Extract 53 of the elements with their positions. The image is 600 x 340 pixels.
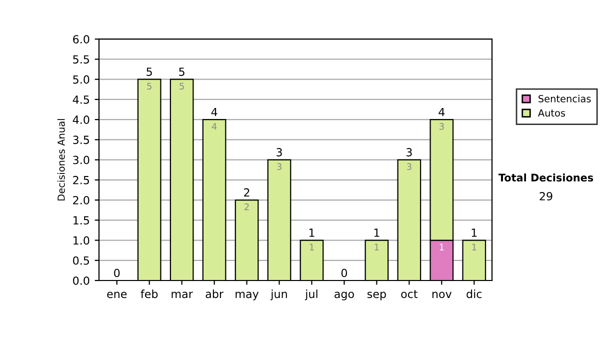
- total-label: 1: [309, 228, 314, 237]
- legend-label: Sentencias: [538, 94, 591, 102]
- total-label: 2: [244, 188, 250, 197]
- total-label: 3: [406, 148, 412, 156]
- data-label: 5: [147, 82, 152, 90]
- y-tick-label: 4.0: [72, 116, 90, 124]
- y-tick-label: 3.5: [73, 136, 89, 144]
- total-label: 4: [211, 108, 218, 116]
- data-label: 2: [244, 203, 249, 210]
- total-label: 1: [374, 228, 380, 237]
- total-label: 0: [114, 268, 120, 278]
- y-tick-label: 2.5: [73, 176, 89, 184]
- y-tick-label: 3.0: [73, 156, 90, 164]
- data-label: 1: [472, 244, 476, 250]
- y-tick-label: 4.5: [72, 96, 89, 104]
- text: Total Decisiones: [498, 173, 594, 182]
- data-label: 3: [439, 122, 444, 130]
- total-label: 5: [146, 68, 152, 76]
- y-tick-label: 2.0: [73, 196, 90, 204]
- x-tick-label: nov: [432, 292, 452, 298]
- y-tick-label: 0.0: [73, 276, 90, 285]
- x-tick-label: ago: [334, 292, 354, 300]
- x-tick-label: ene: [107, 292, 127, 298]
- x-tick-label: dic: [466, 290, 482, 298]
- x-tick-label: mar: [172, 292, 193, 298]
- total-label: 3: [276, 148, 282, 156]
- total-label: 1: [472, 228, 477, 237]
- y-tick-label: 5.0: [73, 75, 90, 84]
- data-label: 3: [406, 163, 412, 170]
- data-label: 3: [277, 163, 282, 170]
- total-label: 5: [179, 68, 184, 76]
- total-label: 4: [438, 108, 445, 116]
- x-tick-label: abr: [206, 290, 224, 298]
- data-label: 1: [374, 244, 379, 250]
- data-label: 1: [310, 244, 314, 250]
- y-tick-label: 1.0: [74, 236, 90, 245]
- x-tick-label: jun: [270, 290, 287, 300]
- legend-label: Autos: [538, 109, 566, 117]
- total-label: 0: [341, 268, 348, 278]
- y-tick-label: 5.5: [73, 55, 89, 64]
- data-label: 4: [212, 123, 217, 130]
- y-tick-label: 6.0: [73, 35, 90, 44]
- y-tick-label: 1.5: [74, 216, 89, 225]
- data-label: 5: [180, 82, 184, 90]
- x-tick-label: may: [236, 292, 259, 300]
- y-tick-label: 0.5: [73, 256, 89, 265]
- y-axis-title: Decisiones Anual: [57, 119, 65, 200]
- x-tick-label: sep: [367, 292, 386, 300]
- x-tick-label: oct: [401, 290, 418, 298]
- data-label: 1: [440, 244, 444, 250]
- text: 29: [540, 192, 552, 200]
- x-tick-label: jul: [304, 290, 318, 300]
- x-tick-label: feb: [140, 290, 158, 298]
